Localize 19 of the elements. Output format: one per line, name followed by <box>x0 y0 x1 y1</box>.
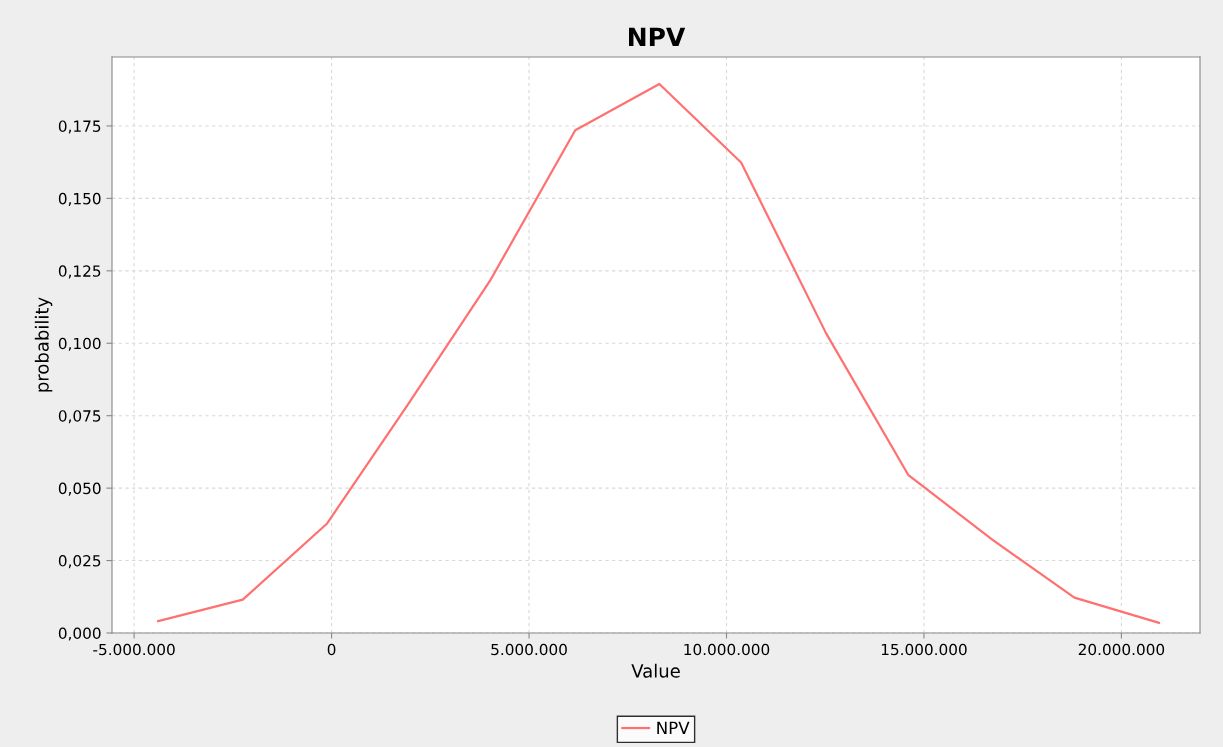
x-tick-label: -5.000.000 <box>93 643 175 656</box>
x-axis-title: Value <box>631 663 680 678</box>
x-tick-label: 5.000.000 <box>491 643 567 656</box>
y-tick-label: 0,175 <box>58 120 101 134</box>
chart-title: NPV <box>629 27 686 46</box>
x-tick-label: 10.000.000 <box>684 643 770 656</box>
x-tick-label: 0 <box>327 643 336 656</box>
x-tick-label: 20.000.000 <box>1078 643 1165 656</box>
y-tick-label: 0,050 <box>58 482 101 496</box>
y-axis-title: probability <box>34 297 53 392</box>
y-tick-label: 0,075 <box>58 410 101 424</box>
line-series <box>157 82 1161 624</box>
y-tick-label: 0,100 <box>58 337 101 351</box>
x-tick-label: 15.000.000 <box>881 643 967 656</box>
y-tick-label: 0,025 <box>58 555 101 569</box>
y-tick-label: 0,125 <box>58 265 101 279</box>
y-tick-label: 0,000 <box>58 627 101 641</box>
y-tick-label: 0,150 <box>58 192 101 206</box>
legend-label: NPV <box>657 721 690 734</box>
